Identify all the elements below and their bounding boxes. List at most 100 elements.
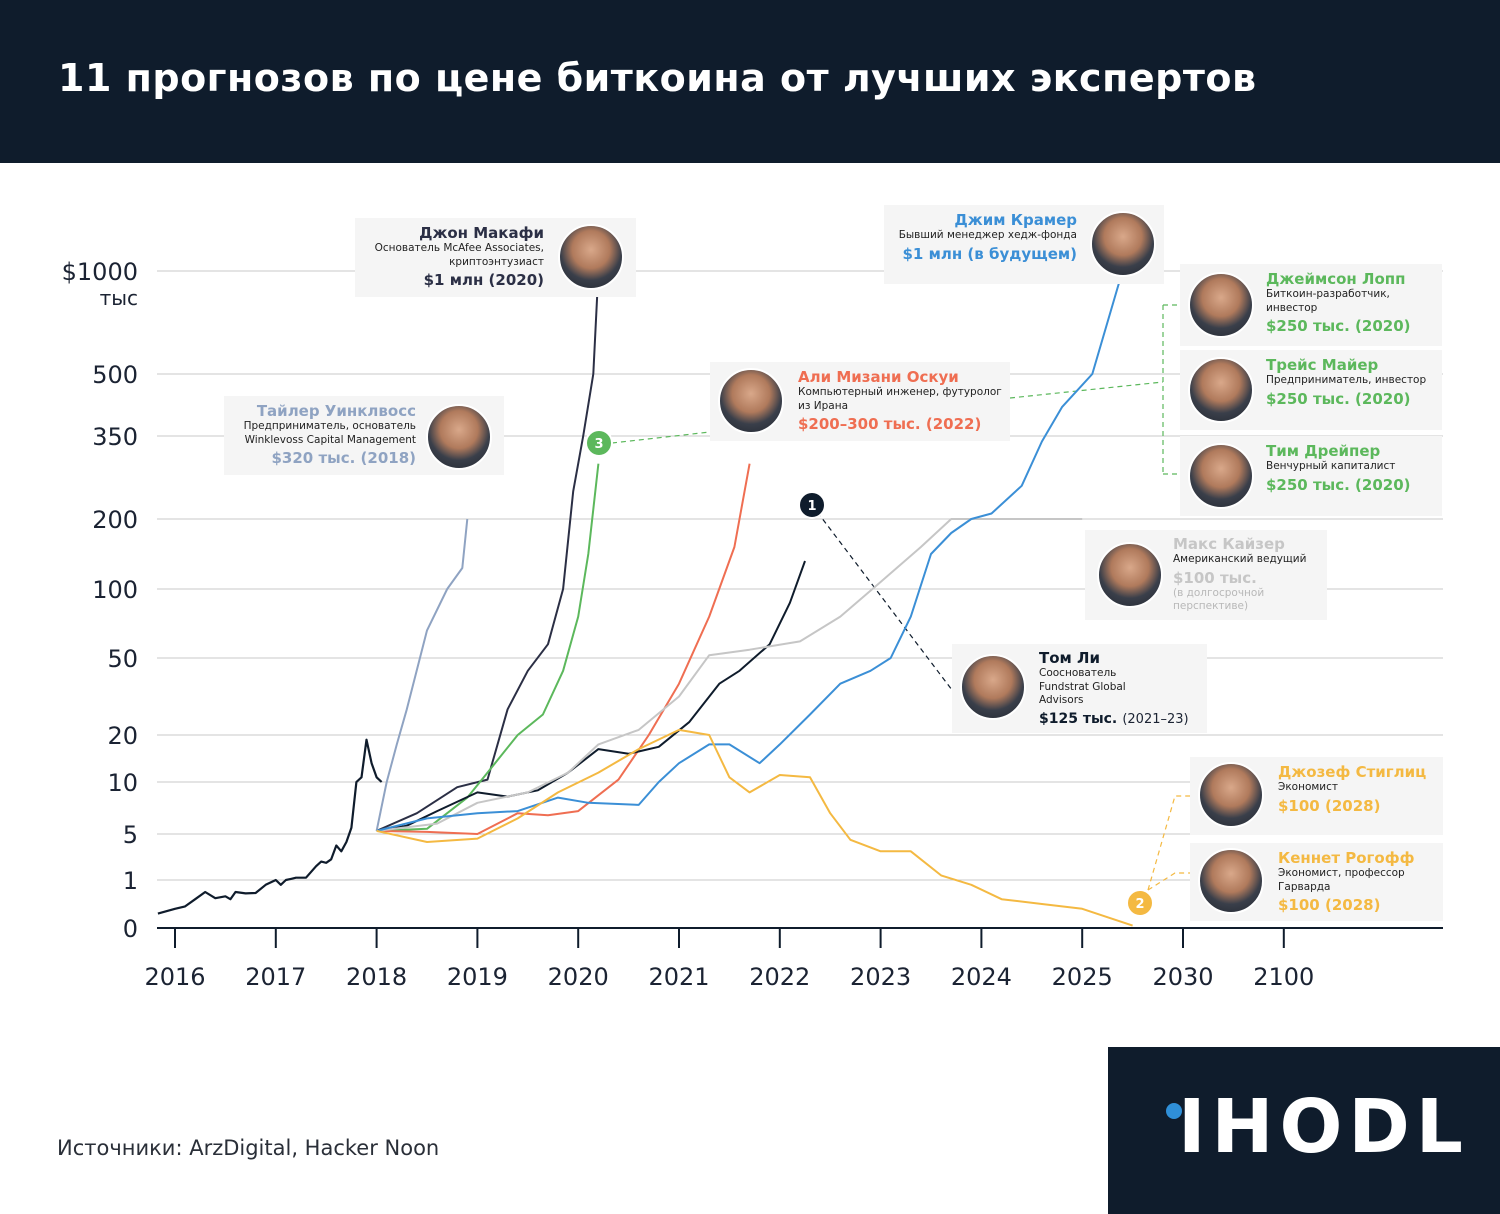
x-tick-label: 2023 [850, 963, 911, 991]
expert-note: (в долгосрочной перспективе) [1173, 586, 1265, 613]
card-lopp: Джеймсон Лопп Биткоин-разработчик, инвес… [1180, 264, 1442, 346]
x-tick-label: 2018 [346, 963, 407, 991]
avatar-lee [960, 654, 1026, 720]
series-line-oskui [376, 463, 751, 835]
avatar-mcafee [558, 224, 624, 290]
expert-name: Джеймсон Лопп [1266, 270, 1406, 288]
y-tick-label: 10 [107, 769, 138, 797]
expert-role: Бывший менеджер хедж-фонда [898, 229, 1077, 241]
connector-green [1009, 381, 1164, 399]
series-line-mcafee [376, 270, 600, 832]
expert-name: Али Мизани Оскуи [798, 368, 959, 386]
x-tick-label: 2017 [245, 963, 306, 991]
expert-prediction: $250 тыс. (2020) [1266, 389, 1411, 408]
expert-role: Предприниматель, основатель Winklevoss C… [243, 420, 416, 446]
series-line-winklevoss [375, 518, 469, 832]
card-keiser: Макс Кайзер Американский ведущий $100 ты… [1085, 530, 1327, 620]
expert-role: Сооснователь Fundstrat Global Advisors [1039, 667, 1126, 706]
expert-role: Компьютерный инженер, футуролог из Ирана [798, 386, 1002, 412]
expert-prediction: $100 (2028) [1278, 896, 1381, 914]
y-tick-label: 1 [123, 867, 138, 895]
expert-name: Том Ли [1039, 649, 1100, 667]
source-note: Источники: ArzDigital, Hacker Noon [57, 1136, 440, 1160]
logo: IHODL [1178, 1084, 1469, 1170]
expert-prediction: $200–300 тыс. (2022) [798, 415, 982, 433]
avatar-stiglitz [1198, 762, 1264, 828]
badge-label: 3 [594, 437, 603, 452]
expert-prediction: $125 тыс. [1039, 710, 1118, 727]
card-lee: Том Ли Сооснователь Fundstrat Global Adv… [952, 644, 1207, 733]
badge-circle [585, 429, 613, 457]
card-winklevoss: Тайлер Уинклвосс Предприниматель, основа… [224, 396, 504, 475]
connector-yellow [1147, 872, 1190, 891]
x-tick-label: 2020 [548, 963, 609, 991]
expert-name: Джим Крамер [954, 211, 1077, 229]
series-line-stiglitz_rogoff [376, 728, 1133, 927]
expert-role: Предприниматель, инвестор [1266, 374, 1427, 386]
expert-prediction: $250 тыс. (2020) [1266, 475, 1411, 494]
logo-dot-icon [1166, 1103, 1182, 1119]
expert-name: Макс Кайзер [1173, 535, 1285, 553]
series-line-keiser [376, 518, 1083, 832]
expert-name: Кеннет Рогофф [1278, 849, 1415, 867]
x-tick-label: 2019 [447, 963, 508, 991]
avatar-draper [1188, 443, 1254, 509]
card-rogoff: Кеннет Рогофф Экономист, профессор Гарва… [1190, 843, 1443, 921]
avatar-winklevoss [426, 404, 492, 470]
avatar-oskui [718, 368, 784, 434]
avatar-cramer [1090, 211, 1156, 277]
expert-prediction: $320 тыс. (2018) [271, 449, 417, 467]
x-tick-label: 2030 [1152, 963, 1213, 991]
expert-name: Джон Макафи [419, 224, 544, 242]
card-cramer: Джим Крамер Бывший менеджер хедж-фонда $… [884, 205, 1164, 284]
card-mayer: Трейс Майер Предприниматель, инвестор $2… [1180, 350, 1442, 430]
connector-green [611, 431, 711, 444]
y-tick-label: 0 [123, 915, 138, 943]
expert-prediction: $1 млн (2020) [423, 271, 544, 289]
expert-role: Экономист, профессор Гарварда [1278, 867, 1405, 893]
logo-block: IHODL [1108, 1047, 1500, 1214]
expert-role: Основатель McAfee Associates, криптоэнту… [374, 242, 544, 268]
series-line-draper_lopp_mayer [376, 463, 600, 832]
expert-period: (2021–23) [1122, 711, 1189, 727]
avatar-keiser [1097, 542, 1163, 608]
expert-role: Биткоин-разработчик, инвестор [1266, 288, 1390, 314]
series-line-cramer [376, 270, 1124, 832]
card-stiglitz: Джозеф Стиглиц Экономист $100 (2028) [1190, 757, 1443, 835]
card-mcafee: Джон Макафи Основатель McAfee Associates… [355, 218, 636, 297]
y-tick-label: 200 [92, 506, 138, 534]
x-tick-label: 2024 [951, 963, 1012, 991]
expert-prediction: $100 тыс. [1173, 568, 1257, 587]
badge-circle [798, 491, 826, 519]
expert-prediction: $1 млн (в будущем) [902, 244, 1077, 263]
expert-role: Венчурный капиталист [1266, 460, 1396, 472]
expert-prediction: $250 тыс. (2020) [1266, 317, 1411, 335]
connector-lee [811, 504, 953, 691]
x-tick-label: 2025 [1052, 963, 1113, 991]
avatar-rogoff [1198, 848, 1264, 914]
y-tick-label: 100 [92, 576, 138, 604]
expert-prediction: $100 (2028) [1278, 796, 1381, 815]
y-tick-label: 350 [92, 423, 138, 451]
badge-circle [1126, 889, 1154, 917]
y-unit-label: тыс [100, 286, 138, 310]
expert-name: Джозеф Стиглиц [1278, 763, 1427, 781]
x-tick-label: 2016 [144, 963, 205, 991]
y-tick-label: 5 [123, 821, 138, 849]
x-tick-label: 2100 [1253, 963, 1314, 991]
expert-name: Тайлер Уинклвосс [256, 402, 416, 420]
y-tick-label: $1000 [62, 258, 138, 286]
badge-label: 2 [1135, 897, 1144, 912]
expert-role: Экономист [1278, 781, 1339, 793]
connector-yellow [1147, 795, 1190, 891]
y-tick-label: 50 [107, 645, 138, 673]
header-bar: 11 прогнозов по цене биткоина от лучших … [0, 0, 1500, 163]
y-tick-label: 500 [92, 361, 138, 389]
x-tick-label: 2022 [749, 963, 810, 991]
card-oskui: Али Мизани Оскуи Компьютерный инженер, ф… [710, 362, 1010, 441]
x-tick-label: 2021 [648, 963, 709, 991]
expert-name: Тим Дрейпер [1266, 442, 1381, 460]
series-line-bitcoin [157, 738, 383, 915]
y-tick-label: 20 [107, 722, 138, 750]
expert-name: Трейс Майер [1266, 356, 1379, 374]
